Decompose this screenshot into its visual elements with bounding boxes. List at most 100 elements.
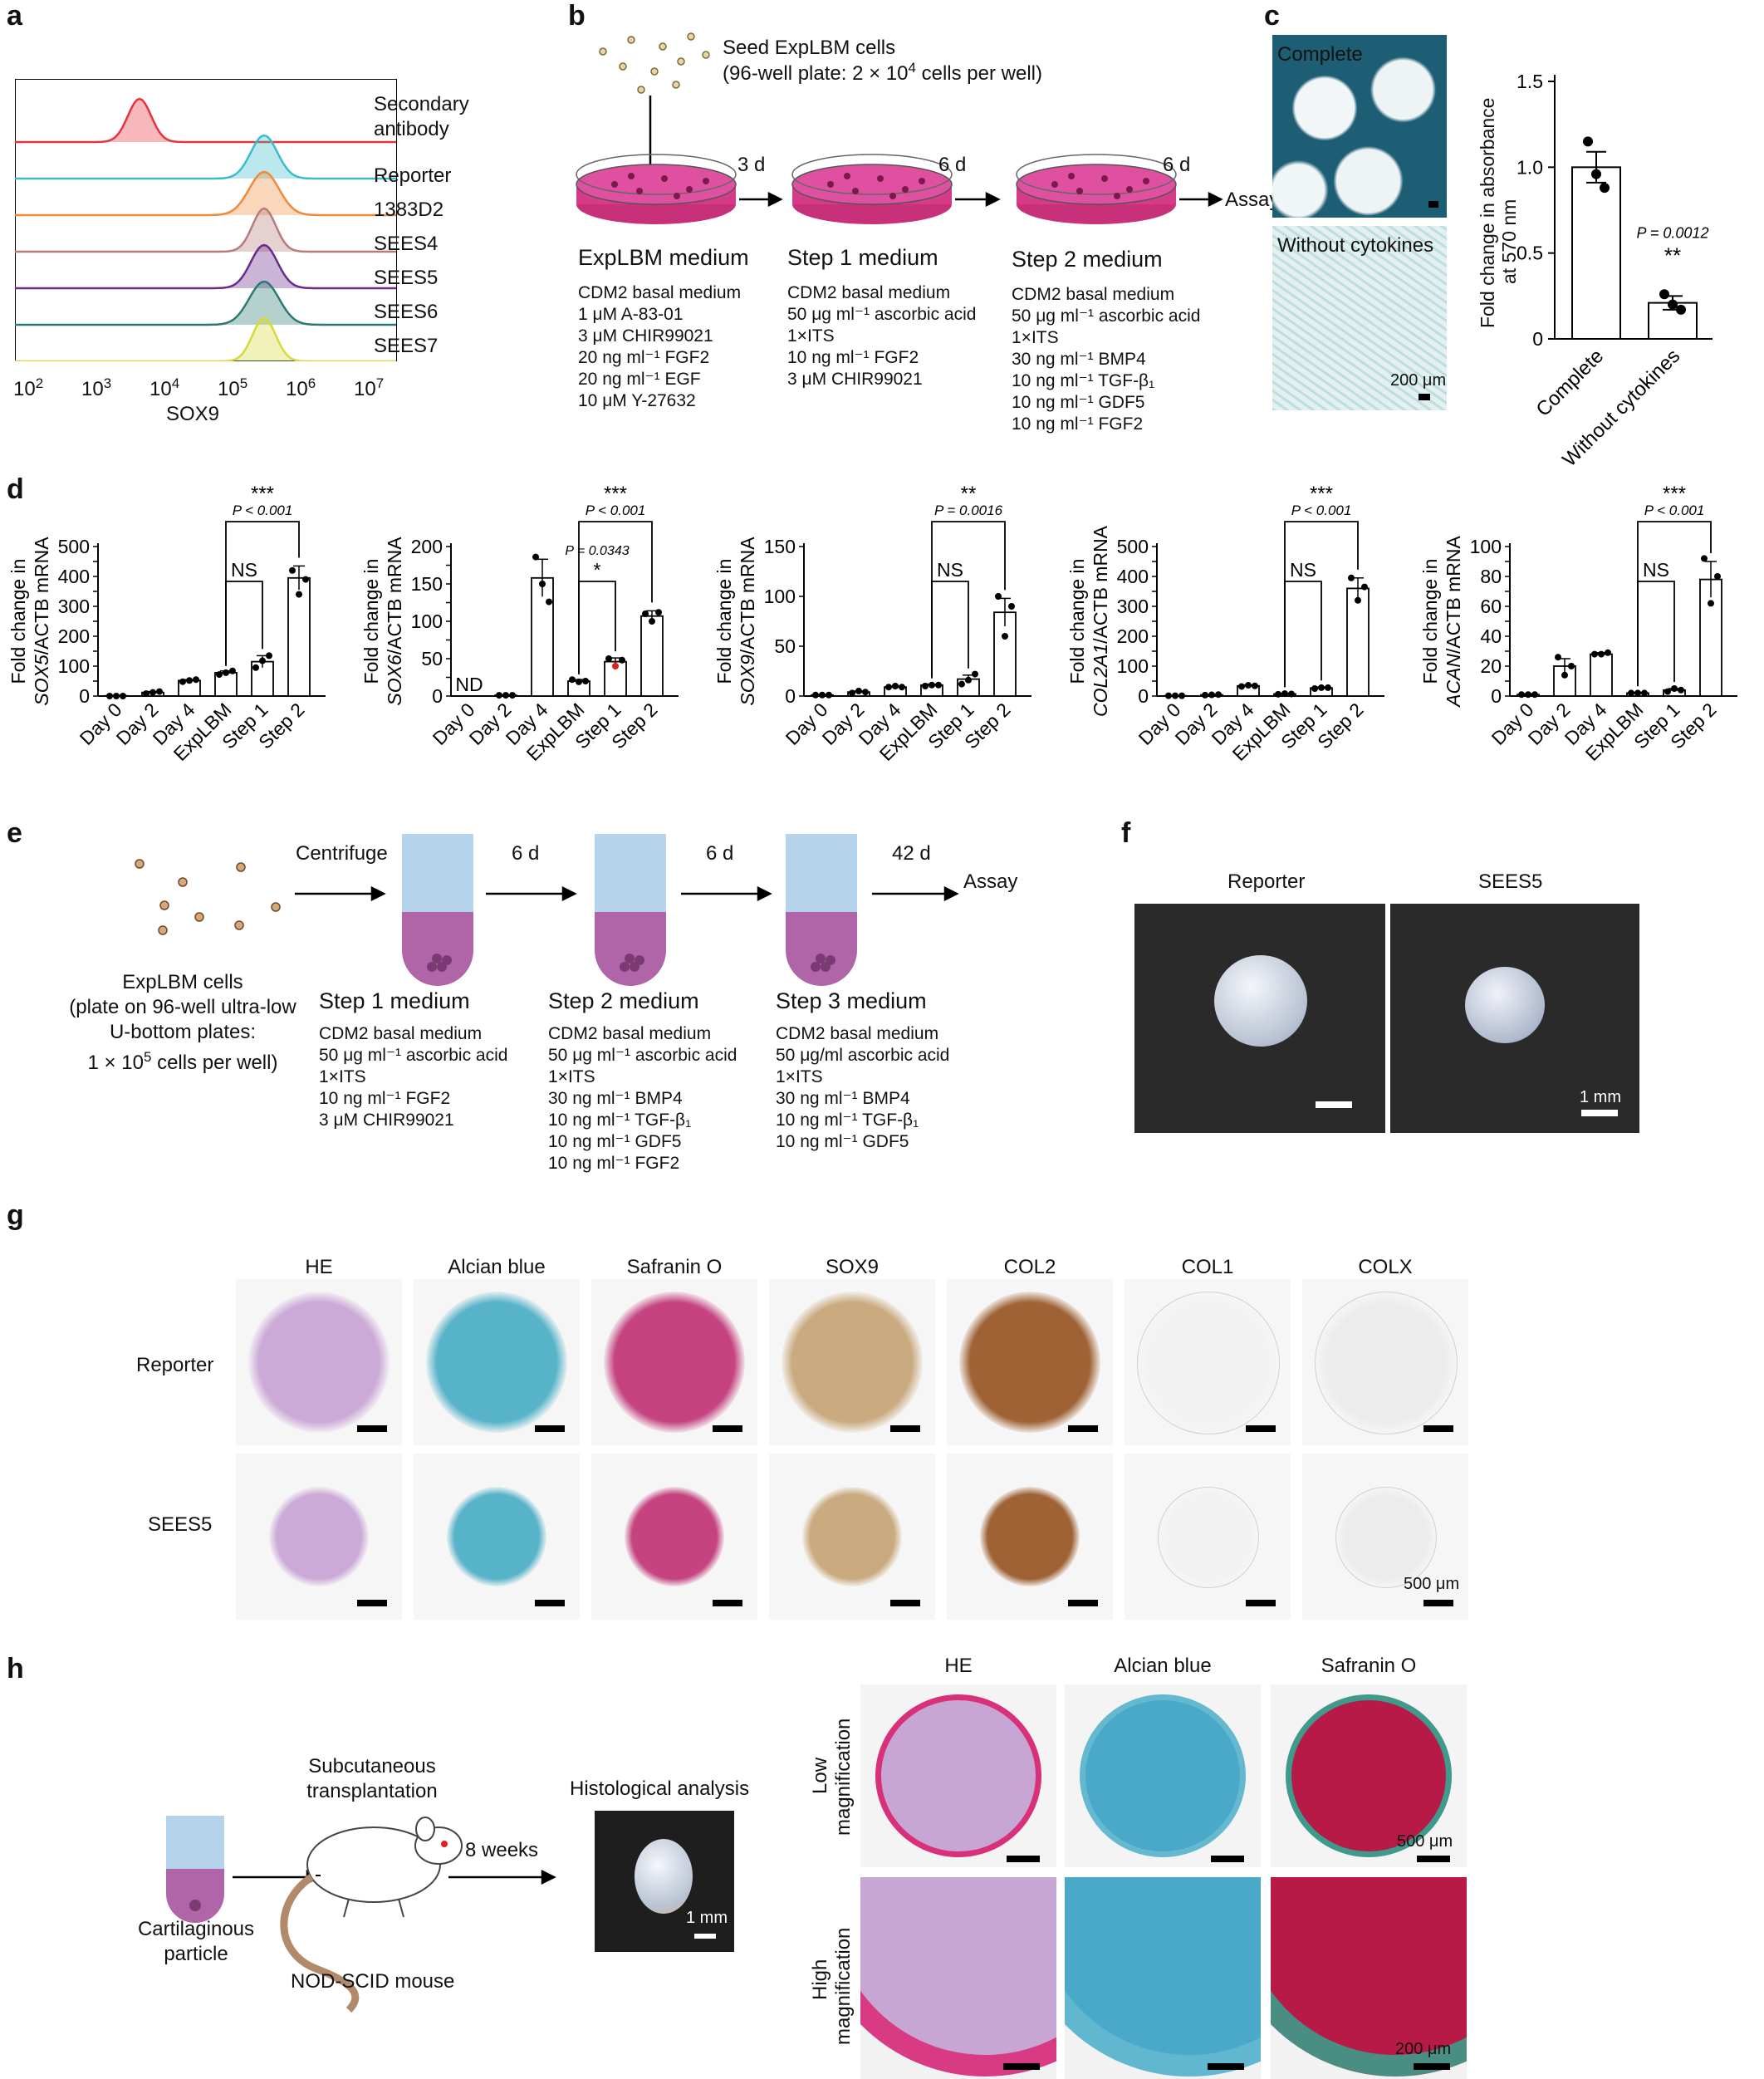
scale-bar [1246, 1600, 1276, 1606]
medium-component: 10 ng ml⁻¹ FGF2 [1012, 414, 1144, 434]
d-point [1178, 692, 1185, 699]
scale-bar [1246, 1425, 1276, 1432]
step2-medium-title: Step 2 medium [1012, 247, 1163, 272]
d-point [1678, 686, 1684, 694]
d-point [186, 677, 193, 684]
g-tissue-section [959, 1292, 1100, 1433]
h-background [1065, 1877, 1261, 2077]
d-bar [1699, 578, 1722, 697]
h-background [860, 1877, 1056, 2077]
d-ytick: 150 [764, 536, 796, 557]
h-high-mag-tile [1065, 1877, 1261, 2079]
medium-component: 10 ng ml⁻¹ FGF2 [548, 1154, 680, 1173]
d-ytick: 60 [1480, 596, 1502, 617]
h-tissue-section [1286, 1694, 1452, 1857]
d-point [546, 598, 552, 606]
d-point [1518, 691, 1525, 699]
g-stain-tile [1125, 1279, 1291, 1445]
d-point [605, 655, 612, 662]
histogram-curve [15, 134, 396, 180]
medium-component: CDM2 basal medium [578, 283, 742, 302]
panel-e-diagram [135, 834, 959, 986]
g-tissue-section [625, 1487, 724, 1586]
histogram-curve [15, 207, 396, 253]
d-ytick: 300 [1117, 596, 1149, 617]
track-label: antibody [374, 118, 449, 140]
scale-bar [713, 1600, 742, 1606]
panel-letter-f: f [1121, 817, 1131, 849]
d-point [106, 693, 113, 699]
d-point [612, 663, 619, 669]
track-label: SEES5 [374, 267, 439, 289]
g-stain-tile [414, 1279, 580, 1445]
e-step1-title: Step 1 medium [319, 988, 470, 1013]
d-ytick: 400 [1117, 566, 1149, 587]
g-column-label: COL2 [1003, 1256, 1056, 1278]
medium-component: 1 μM A-83-01 [578, 305, 684, 324]
d-ytick: 100 [764, 586, 796, 607]
g-stain-tile [591, 1454, 757, 1620]
scale-bar [1007, 1856, 1040, 1862]
d-chart-sox5: 0 100 200 300 400 500 Fold change in SOX5/ACTB … [7, 483, 326, 765]
medium-component: 10 μM Y-27632 [578, 391, 696, 410]
g-column-label: Alcian blue [448, 1256, 546, 1278]
scale-bar [890, 1425, 920, 1432]
medium-component: CDM2 basal medium [548, 1024, 712, 1043]
medium-component: 50 μg ml⁻¹ ascorbic acid [548, 1046, 737, 1065]
d-point [539, 581, 546, 587]
d-point [995, 593, 1002, 600]
arrow-label-6d-2: 6 d [1163, 154, 1191, 176]
g-tissue-section [1335, 1487, 1437, 1588]
medium-component: 10 ng ml⁻¹ TGF-β₁ [776, 1111, 919, 1130]
track-label: SEES6 [374, 301, 439, 323]
panel-letter-h: h [7, 1653, 24, 1684]
d-mid-significance: NS [1290, 559, 1316, 581]
scale-bar [357, 1600, 387, 1606]
histogram-curve [15, 97, 396, 144]
d-point [1628, 689, 1634, 697]
d-point [812, 691, 819, 699]
medium-component: 10 ng ml⁻¹ TGF-β₁ [1012, 371, 1155, 390]
d-point [1361, 583, 1368, 591]
explbm-cells-caption: ExpLBM cells (plate on 96-well ultra-low… [69, 971, 296, 1074]
panel-h-diagram [166, 1816, 556, 2013]
g-tissue-section [1158, 1487, 1259, 1588]
d-point [849, 689, 855, 697]
panel-letter-c: c [1264, 0, 1280, 32]
d-top-pvalue: P < 0.001 [586, 503, 646, 518]
d-top-pvalue: P < 0.001 [1291, 503, 1352, 518]
explbm-cells [135, 859, 281, 935]
dish-3 [1016, 154, 1177, 224]
d-point [922, 683, 929, 689]
e-arrow-2: 6 d [706, 842, 734, 865]
panel-letter-d: d [7, 473, 24, 505]
d-mid-significance: * [594, 559, 601, 581]
d-point [1288, 690, 1295, 698]
d-point [193, 676, 199, 684]
d-point [223, 669, 229, 676]
g-tissue-section [248, 1292, 390, 1433]
medium-component: 1×ITS [1012, 328, 1059, 347]
medium-component: 3 μM CHIR99021 [319, 1111, 454, 1130]
medium-component: 10 ng ml⁻¹ FGF2 [787, 348, 919, 367]
scale-bar [1414, 2063, 1450, 2070]
c-point [1676, 304, 1686, 315]
d-point [296, 591, 302, 598]
d-top-significance: *** [1310, 483, 1333, 505]
medium-component: 3 μM CHIR99021 [787, 370, 923, 389]
d-ytick: 400 [58, 566, 90, 587]
h-low-mag-tile: 500 μm [1271, 1684, 1467, 1867]
d-point [642, 610, 649, 617]
h-low-mag-tile [1065, 1684, 1261, 1867]
d-ytick: 0 [1138, 685, 1149, 707]
g-column-label: COL1 [1181, 1256, 1234, 1278]
h-high-mag-tile [860, 1877, 1056, 2079]
c-point [1659, 289, 1669, 300]
d-mid-significance: NS [231, 559, 257, 581]
panel-a: Secondary antibody Reporter 1383D2 SEES4 SEES… [0, 0, 565, 465]
d-point [569, 676, 576, 684]
c-point [1600, 183, 1610, 194]
d-top-pvalue: P = 0.0016 [934, 503, 1003, 518]
c-ylabel-1: Fold change in absorbance [1477, 97, 1498, 328]
d-point [143, 690, 149, 698]
